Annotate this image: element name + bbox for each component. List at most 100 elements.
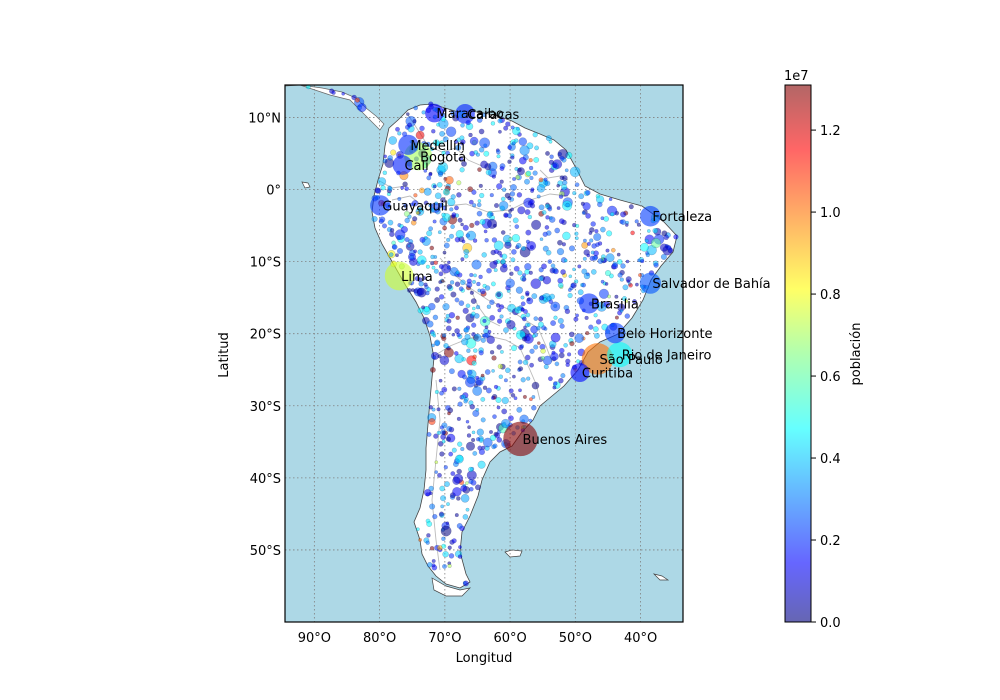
town-marker	[499, 349, 504, 354]
town-marker	[443, 465, 448, 470]
town-marker	[374, 187, 381, 194]
town-marker	[428, 485, 434, 492]
town-marker	[431, 265, 436, 270]
town-marker	[507, 145, 512, 150]
town-marker	[442, 188, 450, 196]
town-marker	[416, 527, 420, 532]
tierra-del-fuego-land	[431, 577, 472, 597]
town-marker	[486, 212, 493, 218]
town-marker	[432, 139, 440, 147]
town-marker	[460, 493, 470, 503]
town-marker	[395, 126, 400, 132]
town-marker	[445, 150, 451, 156]
town-marker	[624, 313, 630, 319]
town-marker	[414, 276, 421, 282]
town-marker	[600, 279, 605, 284]
town-marker	[460, 484, 468, 492]
town-marker	[590, 221, 596, 227]
town-marker	[569, 166, 581, 178]
town-marker	[449, 233, 455, 239]
town-marker	[500, 196, 506, 202]
town-marker	[413, 105, 419, 111]
town-marker	[574, 236, 579, 241]
town-marker	[462, 307, 469, 314]
town-marker	[625, 223, 629, 227]
city-marker	[581, 343, 614, 375]
town-marker	[428, 226, 433, 232]
town-marker	[489, 299, 495, 305]
town-marker	[466, 470, 477, 481]
town-marker	[445, 325, 452, 332]
town-marker	[413, 288, 419, 294]
town-marker	[443, 242, 450, 249]
town-marker	[429, 207, 435, 213]
city-label: Buenos Aires	[523, 433, 608, 448]
town-marker	[467, 186, 474, 193]
town-marker	[483, 229, 488, 234]
town-marker	[557, 239, 563, 246]
town-marker	[433, 268, 439, 274]
town-marker	[387, 155, 393, 161]
town-marker	[454, 354, 464, 364]
town-marker	[528, 158, 533, 163]
town-marker	[404, 237, 410, 243]
town-marker	[652, 227, 658, 234]
town-marker	[567, 292, 573, 299]
city-label: Caracas	[467, 108, 519, 123]
town-marker	[617, 258, 623, 265]
town-marker	[577, 264, 582, 269]
town-marker	[539, 295, 545, 301]
town-marker	[490, 121, 496, 126]
town-marker	[472, 203, 477, 208]
town-marker	[531, 381, 540, 390]
town-marker	[622, 284, 629, 291]
town-marker	[499, 166, 505, 172]
town-marker	[574, 231, 579, 236]
town-marker	[523, 325, 527, 330]
town-marker	[510, 184, 517, 191]
town-marker	[525, 239, 530, 244]
town-marker	[521, 245, 527, 251]
town-marker	[568, 274, 573, 279]
lon-tick-label: 70°O	[428, 631, 461, 646]
town-marker	[518, 388, 522, 393]
lat-tick-label: 10°N	[248, 111, 281, 126]
town-marker	[471, 437, 476, 443]
town-marker	[471, 259, 482, 270]
town-marker	[547, 259, 553, 264]
town-marker	[425, 290, 430, 296]
town-marker	[473, 333, 482, 342]
town-marker	[628, 282, 633, 288]
town-marker	[499, 200, 509, 211]
town-marker	[620, 211, 627, 218]
town-marker	[526, 297, 531, 302]
town-marker	[600, 226, 606, 233]
town-marker	[407, 122, 413, 128]
town-marker	[467, 425, 471, 430]
town-marker	[423, 200, 429, 206]
town-marker	[473, 313, 480, 319]
town-marker	[497, 363, 504, 370]
town-marker	[499, 304, 505, 310]
town-marker	[516, 406, 523, 413]
town-marker	[507, 159, 512, 164]
town-marker	[538, 275, 544, 282]
town-marker	[387, 186, 393, 192]
town-marker	[456, 496, 461, 501]
map-panel: Buenos Aires São Paulo Lima Bogotá Rio de Ja…	[217, 84, 771, 666]
town-marker	[428, 418, 436, 426]
town-marker	[331, 90, 336, 95]
town-marker	[464, 333, 471, 340]
town-marker	[447, 198, 456, 207]
town-marker	[411, 200, 419, 207]
town-marker	[541, 263, 547, 270]
lat-tick-label: 0°	[266, 184, 281, 199]
town-marker	[502, 263, 508, 269]
town-marker	[583, 272, 591, 280]
town-marker	[581, 210, 586, 215]
town-marker	[504, 192, 511, 199]
town-marker	[619, 277, 624, 282]
town-marker	[418, 281, 424, 287]
town-marker	[540, 355, 545, 361]
town-marker	[434, 297, 440, 303]
